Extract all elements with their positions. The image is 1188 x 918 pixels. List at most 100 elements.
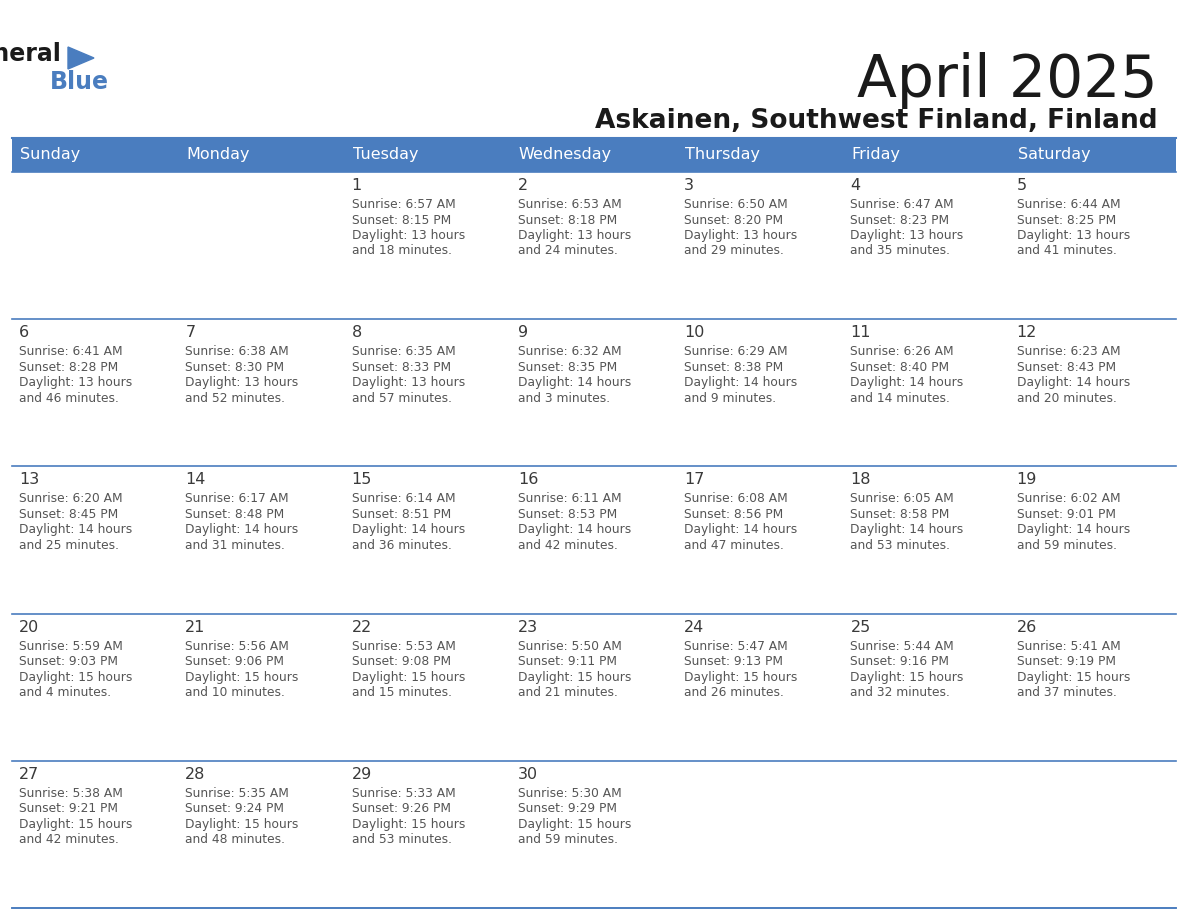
Text: 4: 4 — [851, 178, 860, 193]
Text: Sunset: 8:33 PM: Sunset: 8:33 PM — [352, 361, 450, 374]
Text: and 21 minutes.: and 21 minutes. — [518, 686, 618, 700]
Text: Sunrise: 6:02 AM: Sunrise: 6:02 AM — [1017, 492, 1120, 506]
Text: Daylight: 14 hours: Daylight: 14 hours — [1017, 523, 1130, 536]
Text: Daylight: 14 hours: Daylight: 14 hours — [684, 376, 797, 389]
Text: Sunrise: 6:57 AM: Sunrise: 6:57 AM — [352, 198, 455, 211]
Text: Sunset: 8:15 PM: Sunset: 8:15 PM — [352, 214, 450, 227]
Text: Sunset: 9:16 PM: Sunset: 9:16 PM — [851, 655, 949, 668]
Text: Sunday: Sunday — [20, 148, 81, 162]
Text: Daylight: 15 hours: Daylight: 15 hours — [352, 818, 465, 831]
Text: Daylight: 14 hours: Daylight: 14 hours — [851, 523, 963, 536]
Text: Daylight: 13 hours: Daylight: 13 hours — [851, 229, 963, 242]
Text: April 2025: April 2025 — [858, 52, 1158, 109]
Bar — [843, 138, 1010, 172]
Bar — [843, 172, 1010, 319]
Text: Sunrise: 5:35 AM: Sunrise: 5:35 AM — [185, 787, 289, 800]
Text: 13: 13 — [19, 473, 39, 487]
Text: Daylight: 14 hours: Daylight: 14 hours — [1017, 376, 1130, 389]
Text: Friday: Friday — [852, 148, 901, 162]
Bar — [677, 466, 843, 613]
Text: Sunset: 8:30 PM: Sunset: 8:30 PM — [185, 361, 284, 374]
Bar — [345, 319, 511, 466]
Text: Sunset: 9:26 PM: Sunset: 9:26 PM — [352, 802, 450, 815]
Text: and 14 minutes.: and 14 minutes. — [851, 392, 950, 405]
Bar — [843, 613, 1010, 761]
Bar — [12, 138, 178, 172]
Text: Sunset: 8:53 PM: Sunset: 8:53 PM — [518, 508, 617, 521]
Text: and 9 minutes.: and 9 minutes. — [684, 392, 776, 405]
Text: 8: 8 — [352, 325, 362, 341]
Bar — [511, 319, 677, 466]
Text: and 46 minutes.: and 46 minutes. — [19, 392, 119, 405]
Text: and 59 minutes.: and 59 minutes. — [518, 834, 618, 846]
Text: Tuesday: Tuesday — [353, 148, 418, 162]
Text: Sunset: 8:56 PM: Sunset: 8:56 PM — [684, 508, 783, 521]
Text: Daylight: 15 hours: Daylight: 15 hours — [518, 671, 631, 684]
Text: 17: 17 — [684, 473, 704, 487]
Text: and 41 minutes.: and 41 minutes. — [1017, 244, 1117, 258]
Text: Daylight: 15 hours: Daylight: 15 hours — [19, 671, 132, 684]
Text: Daylight: 14 hours: Daylight: 14 hours — [185, 523, 298, 536]
Text: Sunrise: 5:59 AM: Sunrise: 5:59 AM — [19, 640, 122, 653]
Text: Daylight: 13 hours: Daylight: 13 hours — [185, 376, 298, 389]
Text: 7: 7 — [185, 325, 195, 341]
Text: and 47 minutes.: and 47 minutes. — [684, 539, 784, 552]
Text: Sunrise: 6:08 AM: Sunrise: 6:08 AM — [684, 492, 788, 506]
Text: and 20 minutes.: and 20 minutes. — [1017, 392, 1117, 405]
Text: Sunrise: 6:23 AM: Sunrise: 6:23 AM — [1017, 345, 1120, 358]
Bar — [12, 172, 178, 319]
Text: Askainen, Southwest Finland, Finland: Askainen, Southwest Finland, Finland — [595, 108, 1158, 134]
Text: 25: 25 — [851, 620, 871, 634]
Bar — [677, 172, 843, 319]
Text: 20: 20 — [19, 620, 39, 634]
Text: Sunrise: 6:32 AM: Sunrise: 6:32 AM — [518, 345, 621, 358]
Text: 12: 12 — [1017, 325, 1037, 341]
Text: and 15 minutes.: and 15 minutes. — [352, 686, 451, 700]
Text: Daylight: 15 hours: Daylight: 15 hours — [19, 818, 132, 831]
Bar — [345, 613, 511, 761]
Text: Sunrise: 6:47 AM: Sunrise: 6:47 AM — [851, 198, 954, 211]
Text: Sunrise: 5:38 AM: Sunrise: 5:38 AM — [19, 787, 122, 800]
Text: 16: 16 — [518, 473, 538, 487]
Text: Monday: Monday — [187, 148, 249, 162]
Text: 23: 23 — [518, 620, 538, 634]
Text: Sunrise: 5:53 AM: Sunrise: 5:53 AM — [352, 640, 455, 653]
Text: Sunrise: 5:33 AM: Sunrise: 5:33 AM — [352, 787, 455, 800]
Text: Sunrise: 6:17 AM: Sunrise: 6:17 AM — [185, 492, 289, 506]
Text: 28: 28 — [185, 767, 206, 782]
Bar — [178, 466, 345, 613]
Bar — [12, 319, 178, 466]
Text: Sunset: 8:28 PM: Sunset: 8:28 PM — [19, 361, 119, 374]
Text: Daylight: 13 hours: Daylight: 13 hours — [19, 376, 132, 389]
Text: Sunset: 8:51 PM: Sunset: 8:51 PM — [352, 508, 450, 521]
Bar — [511, 466, 677, 613]
Text: Sunset: 8:35 PM: Sunset: 8:35 PM — [518, 361, 617, 374]
Bar — [677, 761, 843, 908]
Text: Daylight: 13 hours: Daylight: 13 hours — [352, 229, 465, 242]
Text: 26: 26 — [1017, 620, 1037, 634]
Bar — [511, 761, 677, 908]
Text: and 35 minutes.: and 35 minutes. — [851, 244, 950, 258]
Text: 3: 3 — [684, 178, 694, 193]
Bar — [511, 172, 677, 319]
Text: Sunrise: 6:44 AM: Sunrise: 6:44 AM — [1017, 198, 1120, 211]
Text: 30: 30 — [518, 767, 538, 782]
Bar — [1010, 613, 1176, 761]
Text: 2: 2 — [518, 178, 527, 193]
Text: Sunrise: 5:50 AM: Sunrise: 5:50 AM — [518, 640, 621, 653]
Text: 18: 18 — [851, 473, 871, 487]
Text: Sunrise: 5:47 AM: Sunrise: 5:47 AM — [684, 640, 788, 653]
Text: Sunrise: 6:35 AM: Sunrise: 6:35 AM — [352, 345, 455, 358]
Text: Daylight: 14 hours: Daylight: 14 hours — [19, 523, 132, 536]
Text: Sunrise: 5:44 AM: Sunrise: 5:44 AM — [851, 640, 954, 653]
Bar — [12, 466, 178, 613]
Text: Daylight: 15 hours: Daylight: 15 hours — [851, 671, 963, 684]
Text: and 18 minutes.: and 18 minutes. — [352, 244, 451, 258]
Text: 15: 15 — [352, 473, 372, 487]
Text: Sunrise: 6:50 AM: Sunrise: 6:50 AM — [684, 198, 788, 211]
Bar — [677, 613, 843, 761]
Text: and 4 minutes.: and 4 minutes. — [19, 686, 112, 700]
Bar — [12, 613, 178, 761]
Bar — [1010, 761, 1176, 908]
Text: Sunset: 8:20 PM: Sunset: 8:20 PM — [684, 214, 783, 227]
